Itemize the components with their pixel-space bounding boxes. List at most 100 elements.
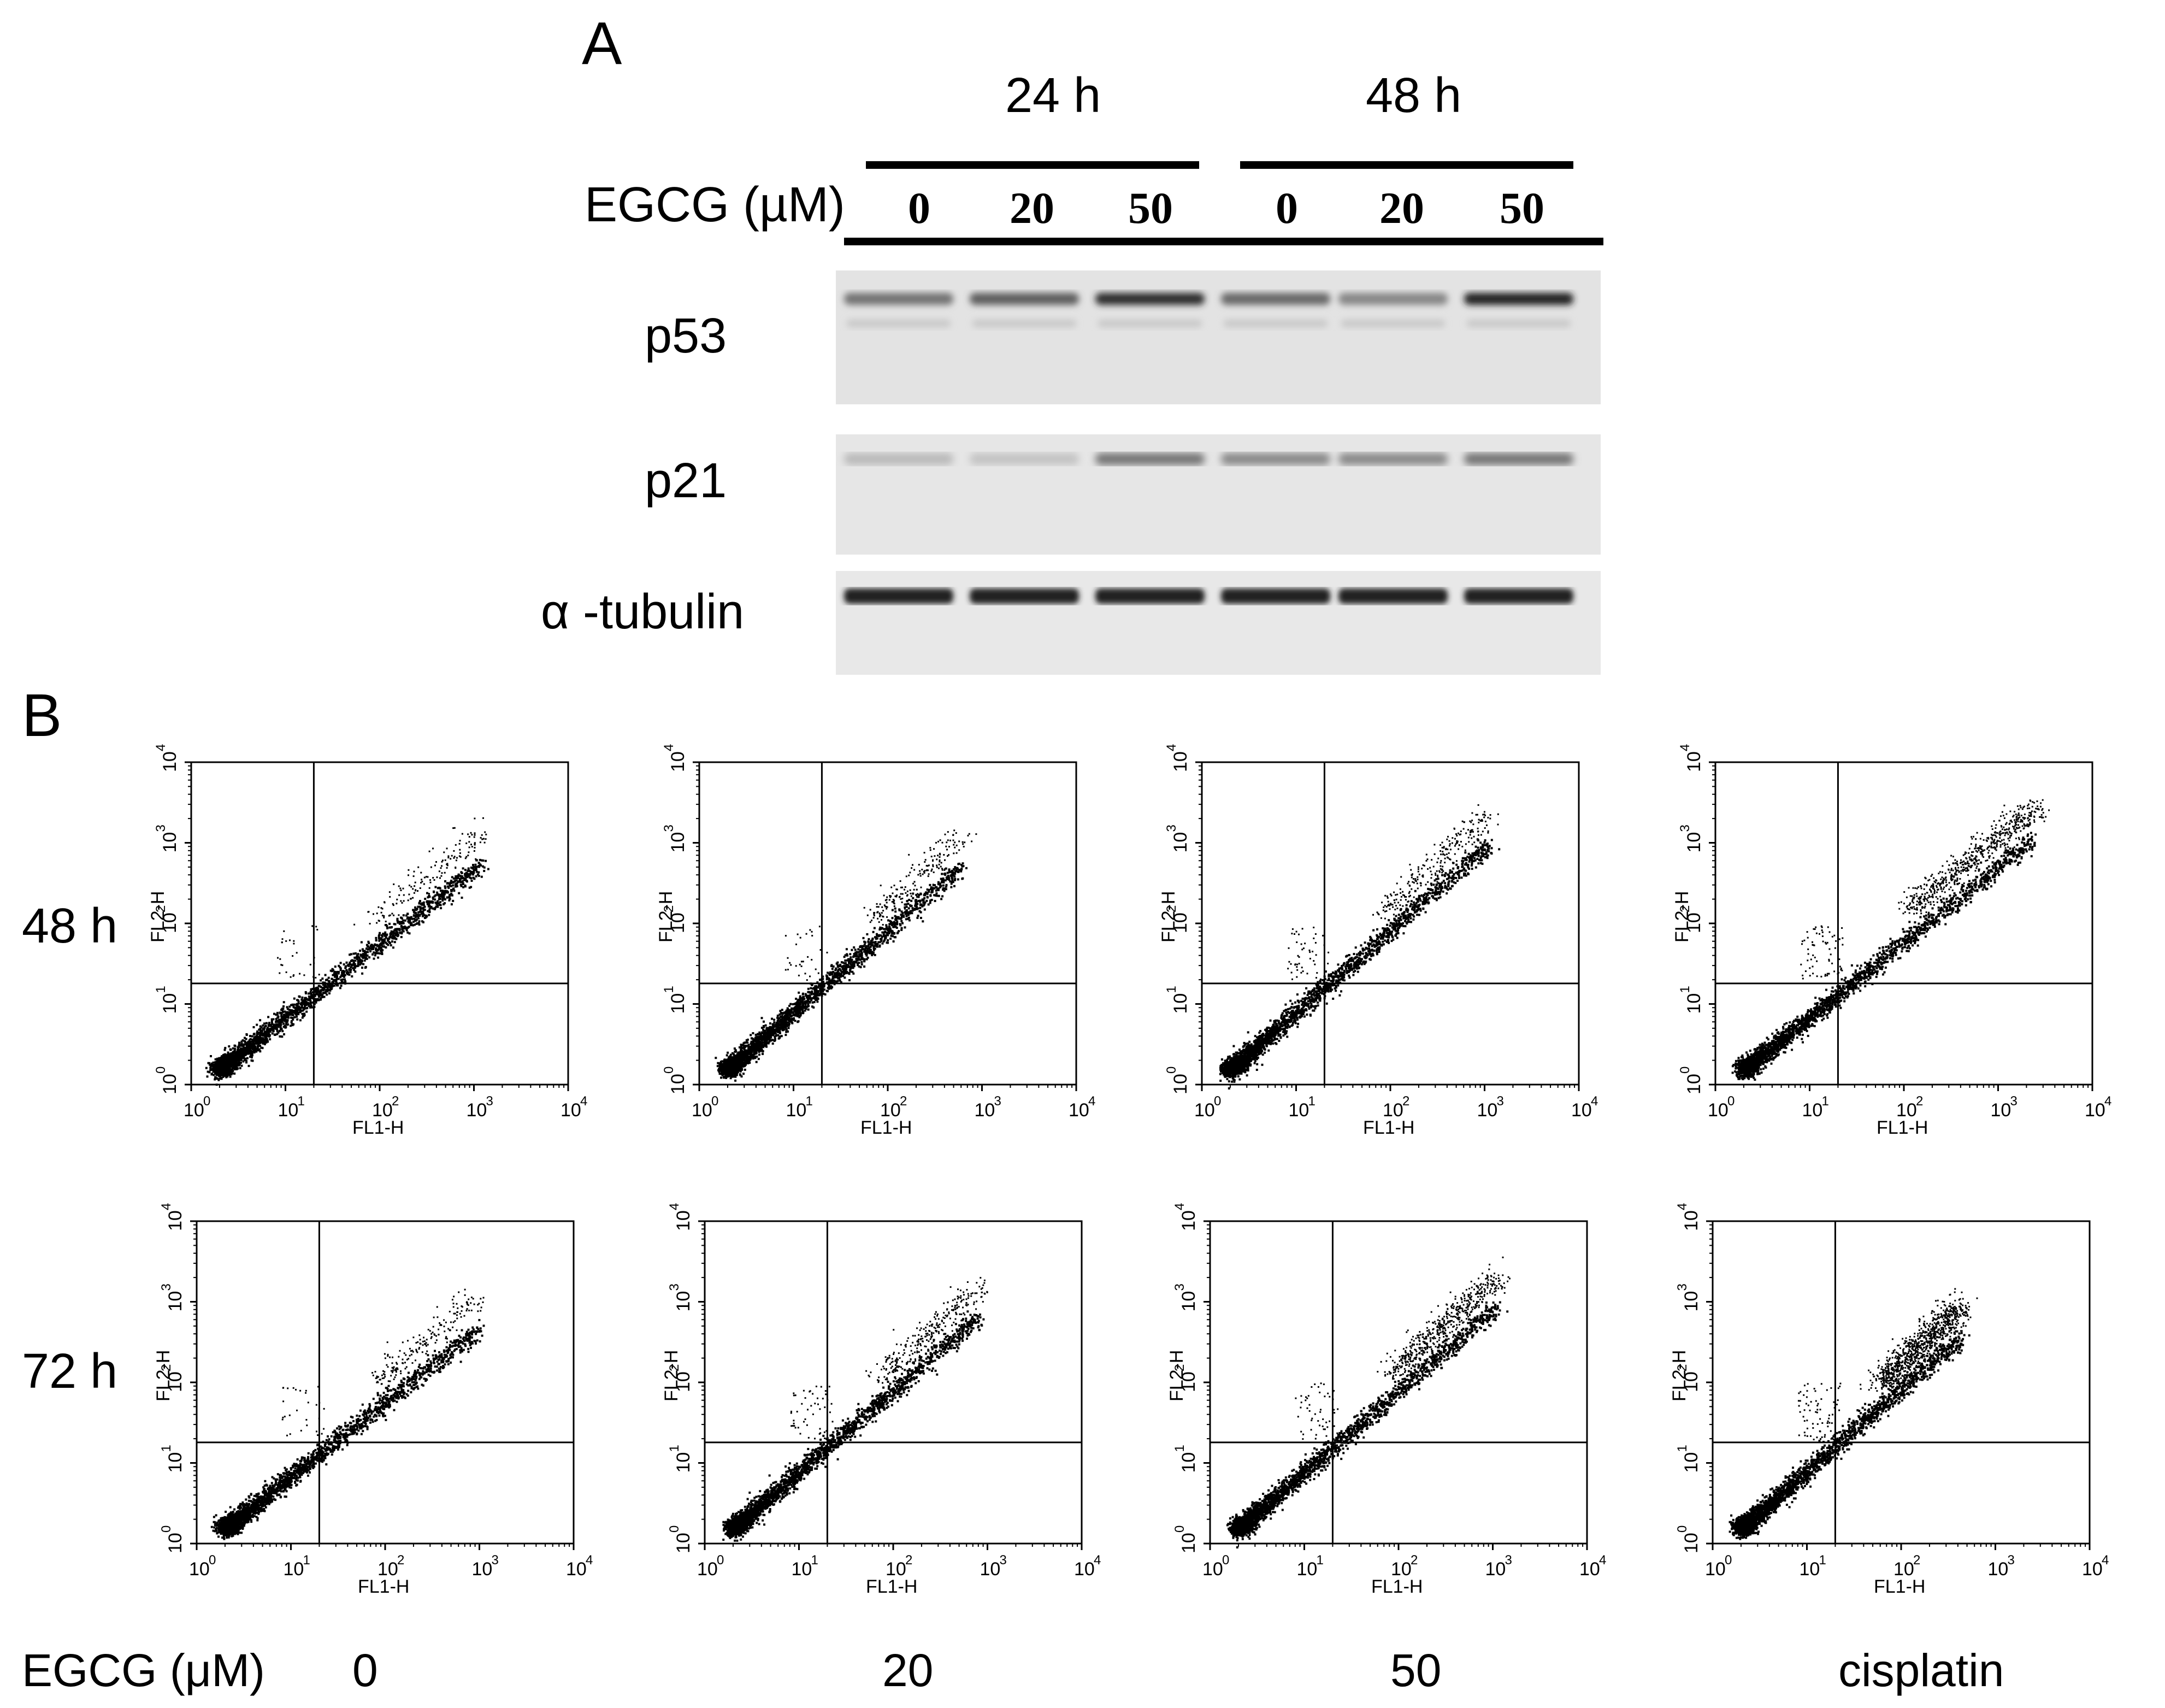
dot	[807, 1003, 810, 1005]
dot	[212, 1069, 215, 1071]
dot	[895, 917, 898, 920]
dot	[379, 950, 382, 952]
dot	[397, 933, 399, 936]
dot	[881, 931, 884, 934]
band-1-3	[1221, 453, 1330, 465]
y-tick-exp: 4	[662, 744, 676, 751]
dot	[273, 1026, 275, 1028]
dot	[412, 915, 415, 917]
dot	[226, 1064, 229, 1067]
dot	[468, 869, 471, 872]
dot	[915, 905, 918, 908]
dot	[436, 887, 439, 890]
dot	[296, 952, 298, 954]
flow-plot-48h-20: 10 0 10 0 10 1 10 1 10 2 10 2 10 3 10 3 10 4 10 4 FL1-H FL2-H	[650, 744, 1095, 1139]
dot	[394, 932, 397, 934]
dot	[868, 947, 871, 950]
dot	[450, 890, 453, 892]
dot	[292, 975, 294, 977]
dot	[787, 1027, 790, 1029]
dot	[356, 954, 359, 957]
dot	[252, 1026, 255, 1028]
dot	[353, 962, 355, 964]
dot	[272, 1018, 275, 1021]
dot	[858, 957, 860, 959]
dot	[344, 978, 346, 981]
dot	[453, 857, 455, 859]
dot	[446, 863, 448, 865]
dot	[396, 928, 398, 930]
dot	[428, 908, 431, 911]
dot	[908, 919, 911, 922]
dot	[905, 905, 908, 908]
dot	[868, 943, 870, 946]
dot	[365, 955, 368, 957]
dot	[395, 938, 398, 940]
dot	[261, 1047, 264, 1050]
blot-tubulin-svg	[836, 571, 1601, 675]
dot	[229, 1075, 232, 1078]
dot	[225, 1062, 227, 1065]
dot	[370, 946, 373, 949]
dot	[311, 1006, 314, 1009]
dot	[432, 901, 434, 904]
dot	[934, 894, 937, 897]
dot	[305, 1010, 308, 1013]
dot	[904, 926, 906, 929]
dot	[890, 932, 893, 935]
dot	[792, 1003, 794, 1005]
dot	[809, 997, 811, 999]
dot	[918, 910, 921, 912]
dot	[763, 1020, 765, 1023]
dot	[219, 1062, 222, 1064]
dot	[216, 1069, 219, 1071]
dot	[471, 846, 473, 848]
egcg-label-a: EGCG (µM)	[585, 180, 845, 229]
dot	[414, 885, 416, 887]
dot	[412, 897, 414, 899]
dot	[268, 1022, 271, 1024]
dot	[406, 931, 409, 934]
dot	[885, 926, 888, 928]
dot	[286, 1006, 288, 1009]
dot	[315, 988, 317, 991]
dot	[311, 997, 314, 999]
y-tick-exp: 0	[662, 1067, 676, 1074]
dot	[398, 894, 400, 896]
dot	[259, 1045, 261, 1047]
dot	[412, 924, 415, 927]
dot	[408, 874, 409, 876]
row-label-48h: 48 h	[22, 902, 117, 951]
dot	[414, 923, 416, 926]
dot	[954, 873, 957, 875]
dot	[354, 957, 357, 959]
dot	[414, 881, 416, 884]
dot	[840, 981, 842, 983]
row-label-72h: 72 h	[22, 1347, 117, 1396]
dot	[404, 919, 406, 922]
dot	[863, 960, 866, 963]
dot	[336, 984, 338, 987]
dot	[327, 980, 330, 982]
dot	[357, 953, 359, 956]
dot	[464, 875, 467, 877]
dot	[848, 962, 851, 964]
dot	[362, 953, 364, 955]
dot	[936, 894, 939, 897]
dot	[891, 930, 894, 933]
dot	[834, 976, 837, 979]
dot	[475, 859, 478, 862]
dot	[235, 1062, 238, 1065]
dot	[285, 1016, 287, 1019]
dot	[252, 1050, 255, 1052]
dot	[226, 1063, 228, 1065]
dot	[797, 1020, 800, 1023]
dot	[231, 1056, 233, 1059]
dot	[224, 1056, 227, 1058]
dot	[770, 1034, 772, 1036]
dot	[824, 993, 827, 996]
dot	[394, 934, 397, 937]
dot	[232, 1050, 235, 1053]
y-axis-label: FL2-H	[656, 891, 676, 943]
dot	[245, 1042, 247, 1044]
